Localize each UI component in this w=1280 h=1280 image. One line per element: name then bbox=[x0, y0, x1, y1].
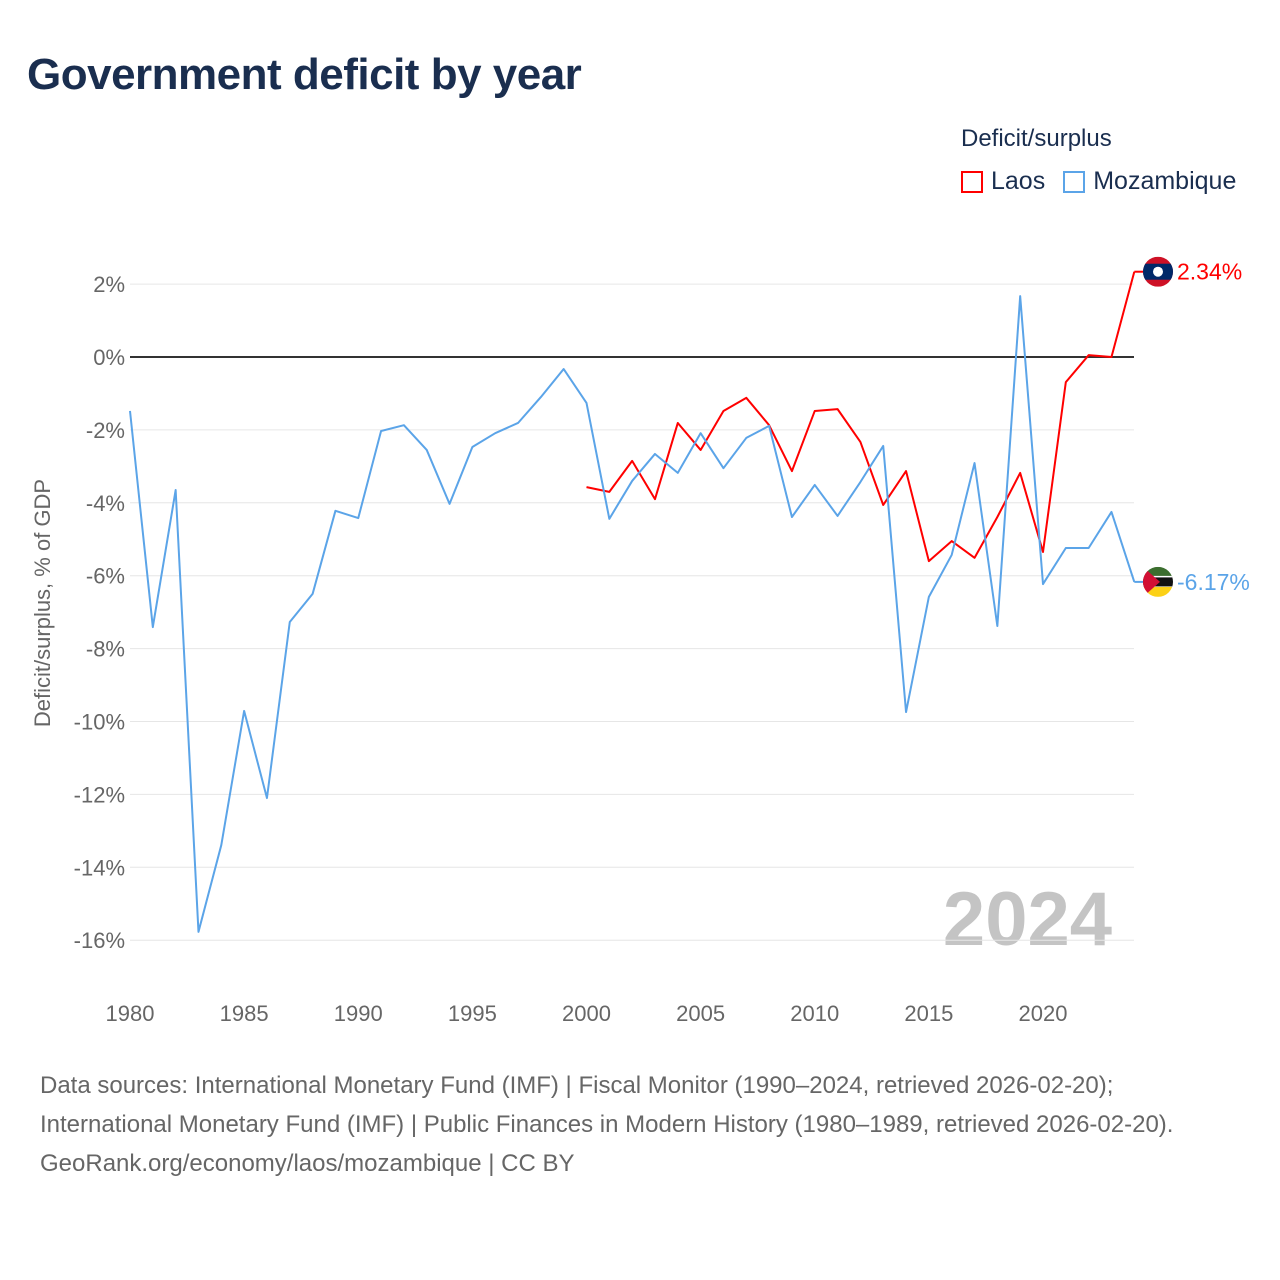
y-tick-label: -12% bbox=[74, 782, 125, 807]
y-tick-label: 0% bbox=[93, 345, 125, 370]
end-value-label-mozambique: -6.17% bbox=[1177, 569, 1250, 595]
data-sources: Data sources: International Monetary Fun… bbox=[40, 1072, 1174, 1138]
x-tick-label: 2000 bbox=[562, 1001, 611, 1026]
x-tick-label: 2020 bbox=[1019, 1001, 1068, 1026]
flag-laos-icon bbox=[1143, 256, 1173, 287]
legend: Laos Mozambique bbox=[961, 167, 1254, 196]
legend-title: Deficit/surplus bbox=[961, 125, 1112, 152]
y-tick-label: -4% bbox=[86, 491, 125, 516]
chart-area: 2024 2% 0% -2% -4% -6% -8% -10% -12% -14% -16% 1980… bbox=[30, 256, 1250, 1026]
chart-title: Government deficit by year bbox=[27, 50, 582, 99]
x-tick-label: 2015 bbox=[904, 1001, 953, 1026]
x-tick-label: 1980 bbox=[106, 1001, 155, 1026]
end-value-label-laos: 2.34% bbox=[1177, 259, 1242, 285]
legend-swatch-mozambique bbox=[1063, 170, 1086, 193]
legend-label: Mozambique bbox=[1093, 167, 1237, 195]
y-tick-label: -10% bbox=[74, 710, 125, 735]
y-tick-label: -16% bbox=[74, 928, 125, 953]
x-tick-label: 2010 bbox=[790, 1001, 839, 1026]
x-tick-label: 1990 bbox=[334, 1001, 383, 1026]
y-axis-label: Deficit/surplus, % of GDP bbox=[30, 479, 55, 727]
y-tick-label: -6% bbox=[86, 564, 125, 589]
x-tick-label: 2005 bbox=[676, 1001, 725, 1026]
year-watermark: 2024 bbox=[943, 877, 1112, 962]
legend-item-mozambique[interactable]: Mozambique bbox=[1063, 167, 1236, 196]
x-tick-label: 1995 bbox=[448, 1001, 497, 1026]
credit-link[interactable]: GeoRank.org/economy/laos/mozambique | CC… bbox=[40, 1150, 575, 1177]
series-line-mozambique bbox=[129, 295, 1136, 933]
legend-swatch-laos bbox=[961, 170, 983, 193]
footer: Data sources: International Monetary Fun… bbox=[40, 1066, 1240, 1183]
legend-label: Laos bbox=[991, 167, 1046, 195]
series-line-laos bbox=[586, 271, 1136, 563]
flag-mozambique-icon bbox=[1143, 566, 1173, 597]
x-tick-label: 1985 bbox=[220, 1001, 269, 1026]
y-tick-label: -2% bbox=[86, 418, 125, 443]
y-tick-label: -8% bbox=[86, 637, 125, 662]
y-tick-label: 2% bbox=[93, 272, 125, 297]
y-tick-label: -14% bbox=[74, 855, 125, 880]
legend-item-laos[interactable]: Laos bbox=[961, 167, 1045, 196]
